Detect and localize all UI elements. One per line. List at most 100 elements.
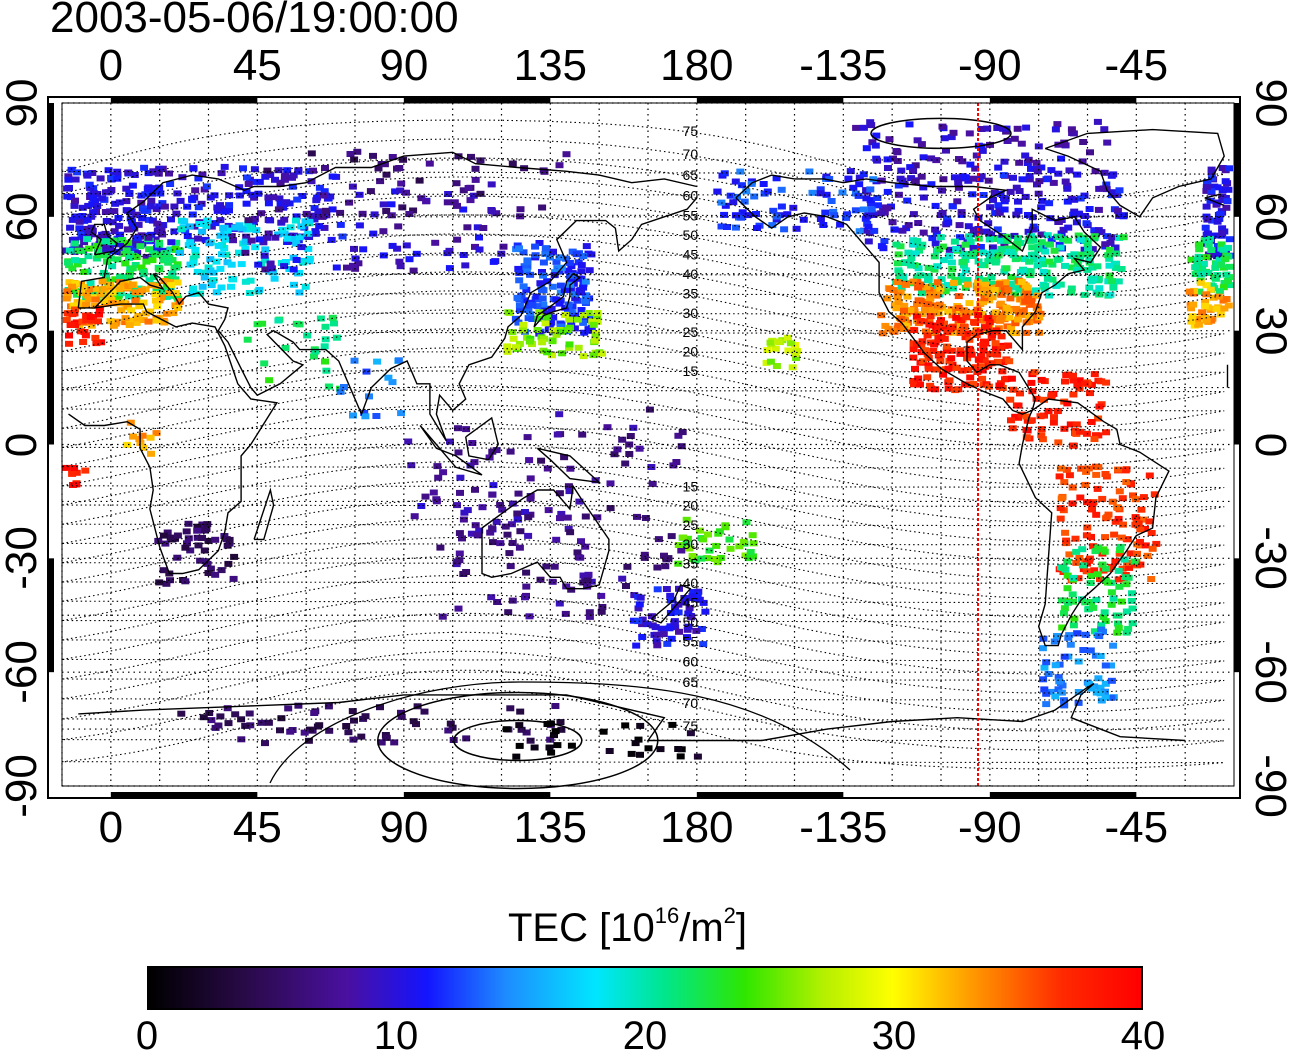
lon-bottom-label--90: -90 [958,803,1022,852]
mag-contour-line [61,366,1225,447]
tec-cell [326,193,335,200]
tec-cell [1093,485,1102,492]
tec-cell [1202,254,1211,261]
tec-cell [936,285,945,292]
tec-cell [565,341,574,348]
tec-cell [539,272,548,279]
tec-cell [1213,184,1222,191]
tec-cell [1196,279,1205,286]
tec-cell [78,258,87,264]
lon-top-label-90: 90 [379,41,429,90]
tec-cell [224,720,233,727]
tec-cell [1041,248,1050,255]
tec-cell [854,192,863,199]
tec-cell [763,188,772,195]
tec-cell [248,178,257,185]
tec-cell [319,192,327,199]
tec-cell [621,722,630,729]
tec-cell [735,543,744,550]
tec-cell [1202,203,1211,210]
tec-cell [155,203,164,210]
tec-cell [1096,653,1105,659]
tec-cell [928,235,937,242]
tec-cell [933,366,942,373]
tec-cell [1062,466,1071,473]
colorbar-title: TEC [1016/m2] [508,903,748,950]
tec-cell [1038,436,1047,443]
tec-cell [1225,282,1234,289]
tec-cell [880,238,889,245]
tec-cell [670,621,679,628]
tec-cell [909,278,918,285]
tec-cell [1027,379,1036,386]
tec-cell [904,222,913,229]
tec-cell [111,276,120,283]
tec-cell [547,305,556,312]
tec-cell [246,277,255,284]
tec-cell [870,227,879,234]
tec-cell [940,335,949,342]
tec-cell [1054,439,1063,446]
tec-cell [1055,678,1064,685]
tec-cell [1223,198,1232,205]
tec-cell [1117,598,1126,605]
tec-cell [282,199,291,206]
tec-cell [459,516,468,523]
tec-cell [766,339,775,346]
tec-cell [190,223,199,230]
tec-cell [409,718,418,725]
tec-cell [247,237,256,244]
tec-cell [70,465,79,471]
tec-cell [113,175,122,182]
tec-cell [924,362,933,369]
tec-cell [455,530,464,537]
tec-cell [91,285,100,292]
tec-cell [959,307,968,314]
tec-cell [956,350,965,357]
tec-cell [338,233,347,240]
tec-cell [1211,264,1220,271]
tec-cell [176,249,184,256]
tec-cell [1062,372,1071,378]
tec-cell [1203,237,1212,244]
tec-cell [121,260,130,267]
tec-cell [328,206,337,213]
tec-cell [683,634,691,641]
tec-cell [78,213,87,219]
mag-contour-line [61,309,1225,391]
tec-cell [954,179,963,186]
tec-cell [606,505,615,512]
tec-cell [958,367,967,374]
tec-cell [1100,126,1109,133]
tec-cell [396,263,405,270]
tec-cell [521,509,529,515]
tec-cell [165,170,173,177]
tec-cell [699,599,708,606]
tec-cell [336,388,345,395]
tec-cell [585,267,594,274]
tec-cell [636,751,644,758]
lat-left-label-60: 60 [0,192,46,242]
tec-cell [992,309,1001,316]
tec-cell [976,363,985,370]
mag-contour-line [61,555,1225,637]
tec-cell [677,547,686,554]
tec-cell [988,331,997,338]
tec-cell [269,194,278,201]
tec-cell [64,173,73,180]
tec-cell [350,357,359,364]
tec-cell [336,209,345,216]
tec-cell [1122,479,1131,485]
tec-cell [916,318,925,324]
mag-contour-line [61,423,1225,504]
tec-cell [885,136,894,143]
tec-cell [357,733,366,740]
tec-cell [1006,396,1015,403]
tec-cell [1038,197,1047,204]
tec-cell [977,262,986,268]
tec-cell [996,288,1005,295]
tec-cell [1026,268,1035,275]
tec-cell [1056,244,1065,251]
tec-cell [1062,537,1071,544]
tec-cell [1037,239,1046,246]
